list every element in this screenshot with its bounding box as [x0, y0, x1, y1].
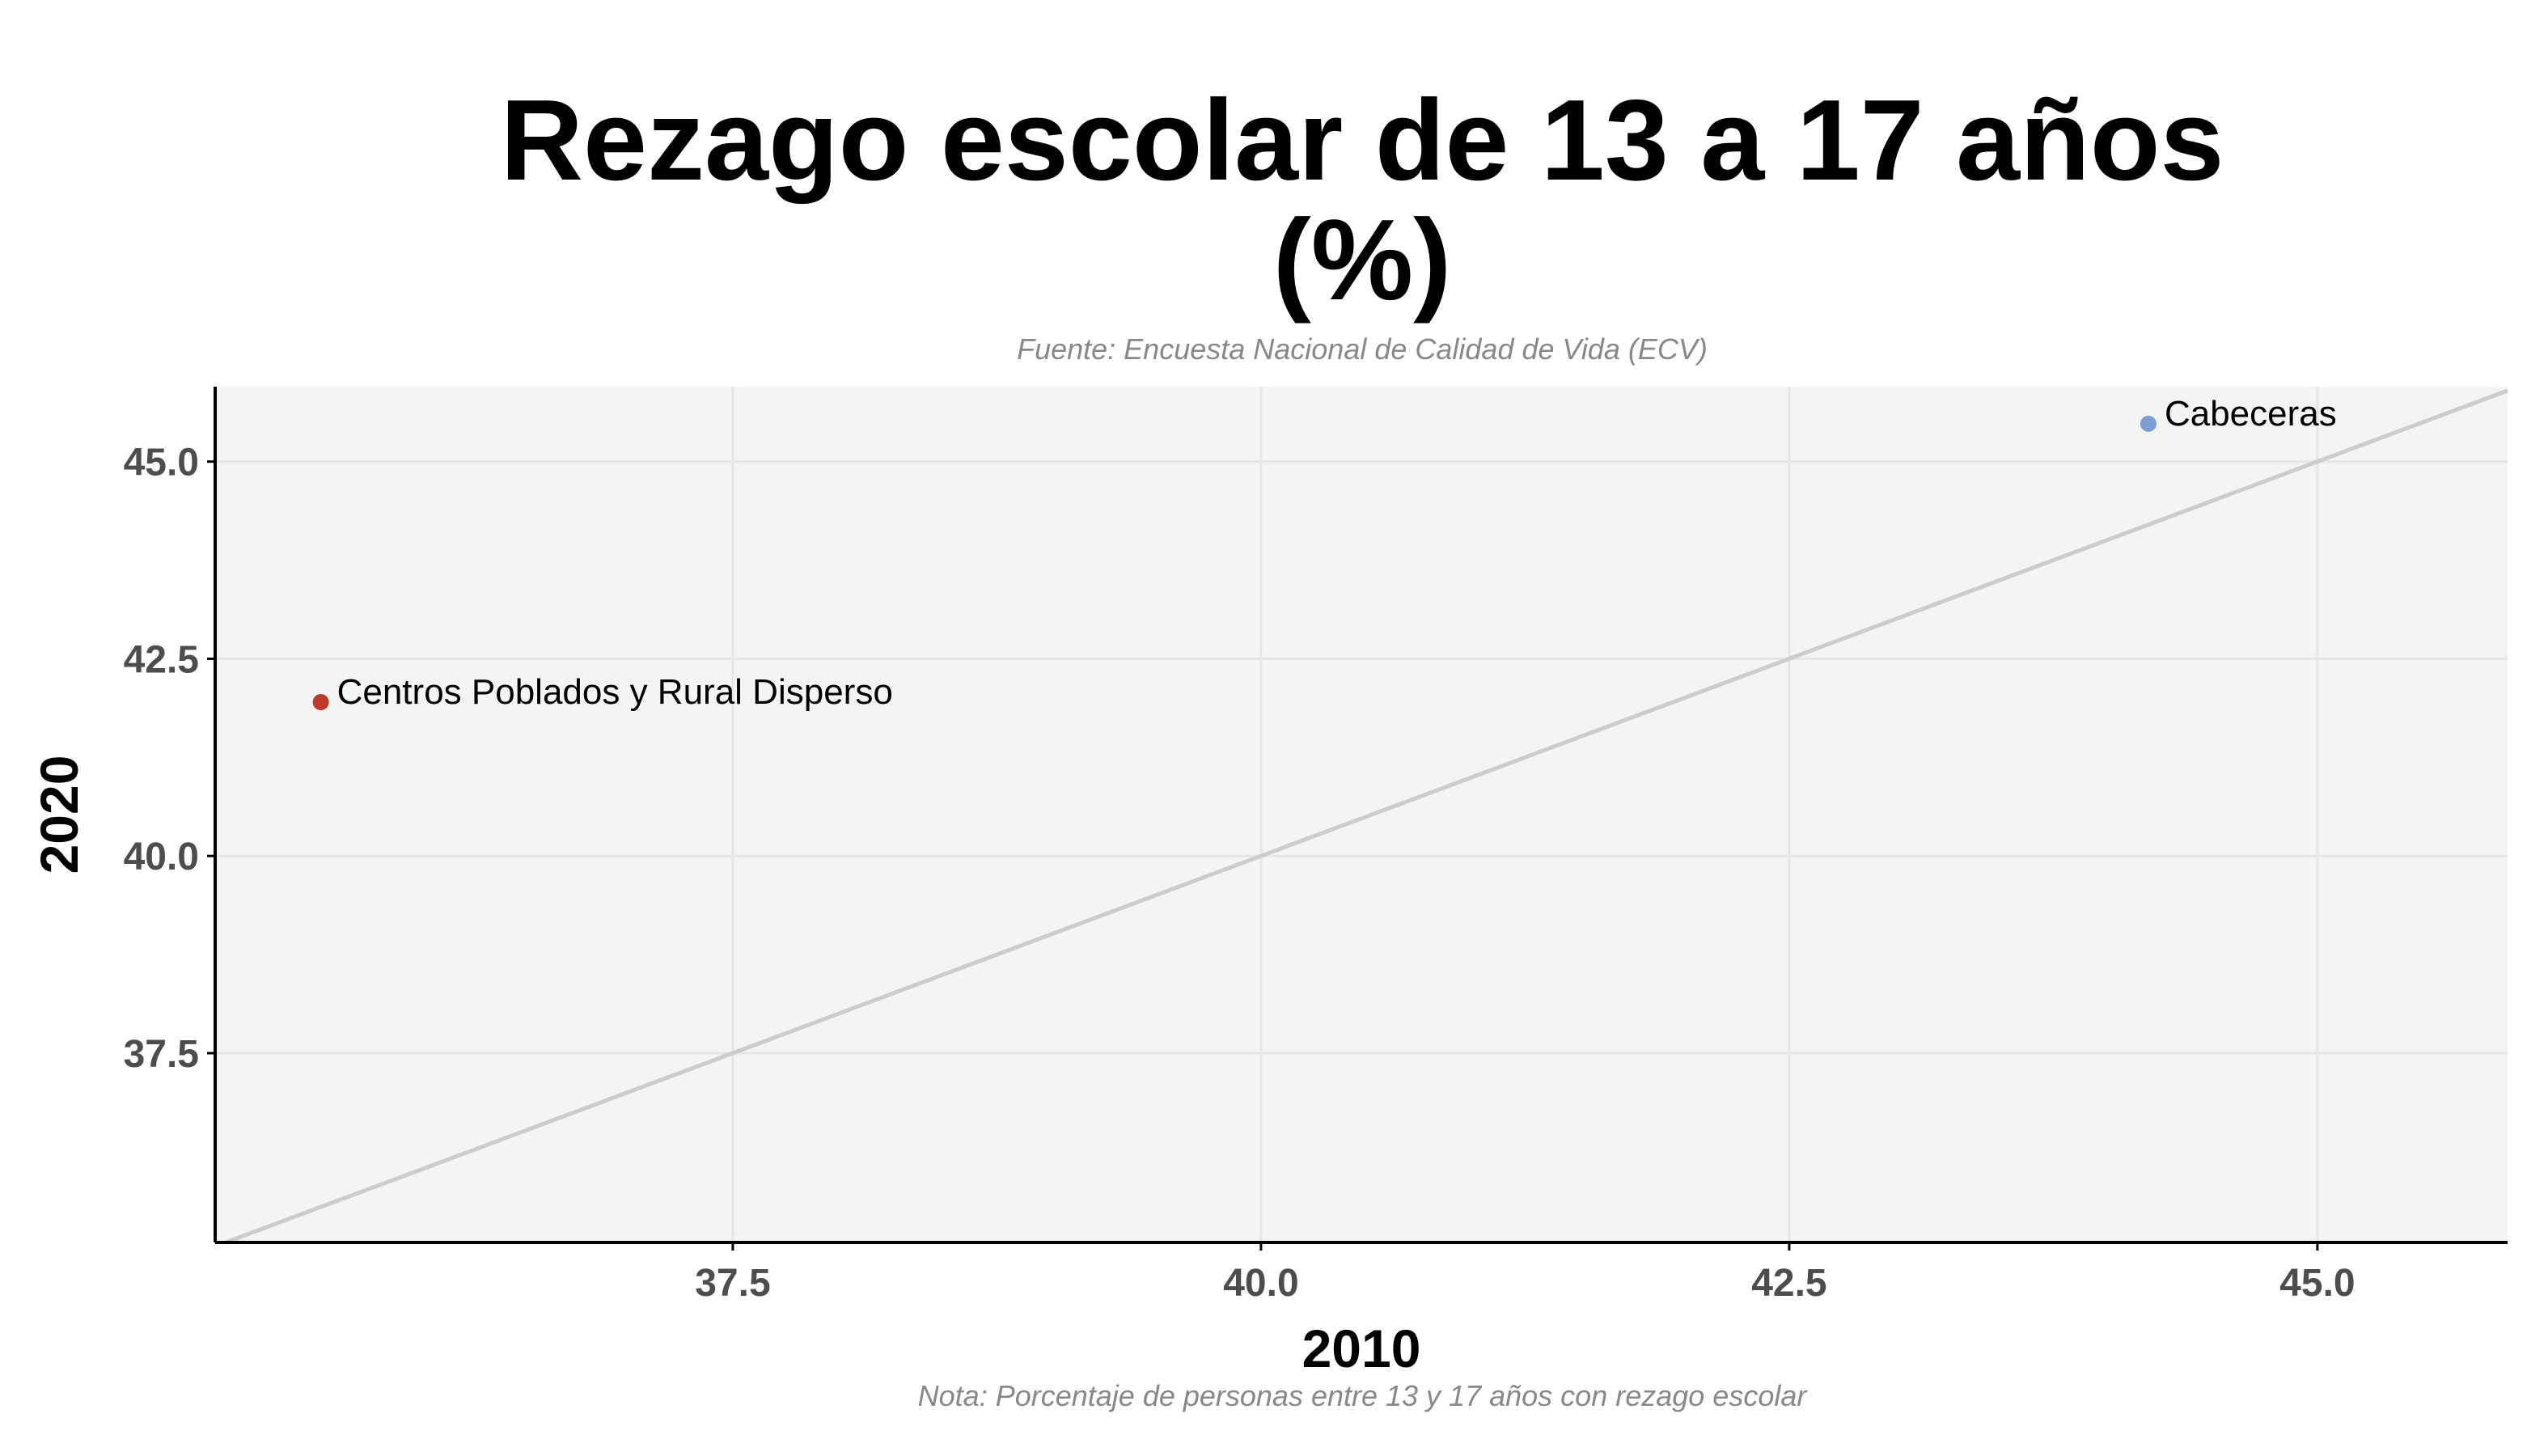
chart-subtitle: Fuente: Encuesta Nacional de Calidad de …: [1017, 332, 1708, 366]
y-tick-label: 40.0: [124, 836, 199, 878]
y-tick-label: 37.5: [124, 1033, 199, 1076]
y-tick-label: 45.0: [124, 442, 199, 485]
reference-line-group: [225, 388, 2508, 1245]
data-point: [2140, 415, 2156, 432]
chart-title-line2: (%): [1273, 196, 1452, 324]
data-points: Cabeceras Centros Poblados y Rural Disper…: [312, 394, 2337, 712]
x-axis-title: 2010: [1302, 1318, 1421, 1378]
chart-title-line1: Rezago escolar de 13 a 17 años: [500, 76, 2224, 205]
axis-ticks: 37.5 40.0 42.5 45.0 37.5 40.0 42.5 45.0: [124, 442, 2355, 1305]
data-point: [312, 694, 329, 711]
chart-caption: Nota: Porcentaje de personas entre 13 y …: [918, 1379, 1809, 1412]
x-tick-label: 42.5: [1751, 1262, 1826, 1305]
x-tick-label: 37.5: [695, 1262, 770, 1305]
y-tick-label: 42.5: [124, 638, 199, 681]
x-tick-label: 40.0: [1223, 1262, 1298, 1305]
y-axis-title: 2020: [29, 756, 89, 874]
reference-line: [225, 388, 2508, 1245]
data-point-label: Cabeceras: [2165, 394, 2337, 434]
x-tick-label: 45.0: [2279, 1262, 2355, 1305]
data-point-label: Centros Poblados y Rural Disperso: [337, 672, 893, 712]
grid-lines: [215, 387, 2508, 1242]
plot-panel: [215, 387, 2508, 1242]
